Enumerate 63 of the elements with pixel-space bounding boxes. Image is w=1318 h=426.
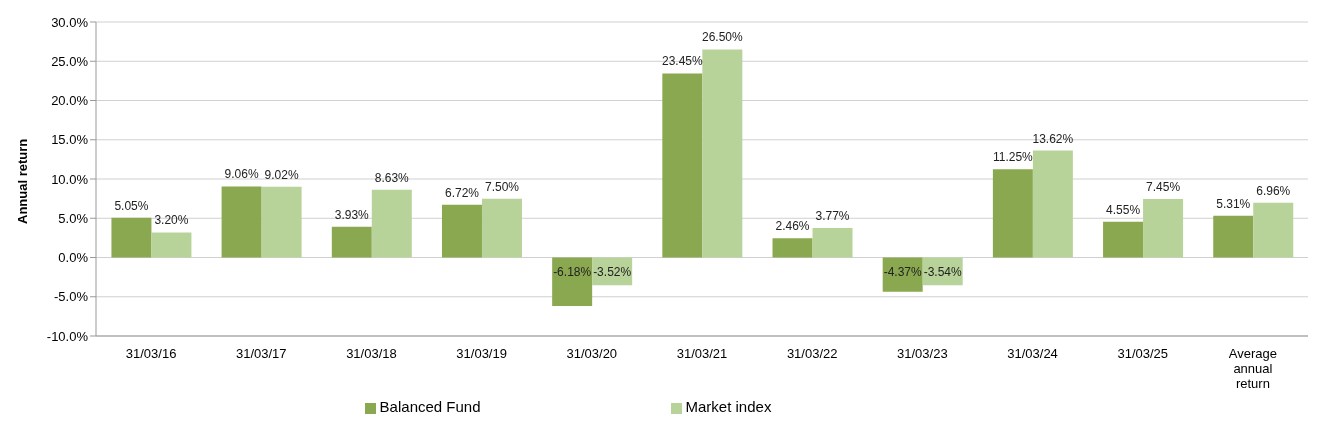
x-tick-label: 31/03/21	[676, 346, 728, 361]
data-label: 13.62%	[1032, 131, 1074, 146]
data-label: 7.45%	[1146, 180, 1181, 195]
bar	[1143, 199, 1184, 258]
bar	[481, 198, 522, 258]
legend-label: Market index	[685, 398, 772, 415]
y-tick-label: 0.0%	[58, 250, 89, 266]
data-label: 26.50%	[701, 30, 744, 45]
x-tick-label: Average annual return	[1228, 346, 1277, 391]
data-label: 8.63%	[374, 170, 410, 185]
bar	[221, 186, 262, 258]
bar	[261, 186, 302, 258]
x-tick-label: 31/03/24	[1007, 346, 1058, 361]
x-tick-label: 31/03/18	[346, 346, 397, 361]
y-tick-label: 10.0%	[51, 171, 89, 187]
data-label: 3.93%	[334, 207, 370, 222]
bar	[1253, 202, 1294, 258]
x-tick-label: 31/03/19	[456, 346, 507, 361]
data-label: 11.25%	[992, 150, 1034, 165]
x-tick-label: 31/03/25	[1117, 346, 1169, 361]
data-label: 7.50%	[484, 179, 520, 194]
y-tick-label: 20.0%	[51, 93, 89, 109]
bar	[151, 232, 192, 258]
x-tick-label: 31/03/17	[235, 346, 287, 361]
data-label: 4.55%	[1106, 202, 1141, 217]
y-tick-label: -5.0%	[54, 289, 89, 305]
bar	[812, 227, 853, 258]
data-label: 9.06%	[224, 167, 259, 182]
y-axis-title: Annual return	[14, 138, 30, 224]
data-label: 5.31%	[1216, 196, 1251, 211]
x-tick-label: 31/03/20	[566, 346, 618, 361]
bar	[441, 204, 482, 258]
bar	[1103, 221, 1144, 258]
data-label: -4.37%	[883, 264, 923, 279]
data-label: -3.54%	[923, 264, 963, 279]
data-label: 2.46%	[775, 219, 810, 234]
y-tick-label: 15.0%	[51, 132, 89, 148]
bar	[331, 226, 372, 258]
data-label: 23.45%	[661, 54, 704, 69]
bar	[1213, 215, 1254, 258]
data-label: 3.77%	[815, 208, 850, 223]
bar	[662, 73, 703, 258]
x-tick-label: 31/03/16	[125, 346, 177, 361]
y-tick-label: 30.0%	[51, 14, 89, 30]
bar	[772, 238, 813, 258]
data-label: 5.05%	[114, 198, 149, 213]
data-label: 6.96%	[1256, 183, 1291, 198]
bar	[992, 169, 1033, 258]
bar	[702, 49, 743, 258]
data-label: -3.52%	[593, 264, 632, 279]
data-label: -6.18%	[553, 264, 592, 279]
legend-label: Balanced Fund	[379, 398, 481, 415]
x-tick-label: 31/03/23	[897, 346, 948, 361]
data-label: 3.20%	[154, 213, 189, 228]
data-label: 6.72%	[444, 185, 480, 200]
data-label: 9.02%	[264, 167, 299, 182]
y-tick-label: 25.0%	[51, 53, 89, 69]
x-tick-label: 31/03/22	[786, 346, 838, 361]
y-tick-label: 5.0%	[58, 210, 89, 226]
y-tick-label: -10.0%	[46, 328, 89, 344]
bar	[1032, 150, 1073, 258]
bar	[371, 189, 412, 258]
bar	[111, 217, 152, 258]
